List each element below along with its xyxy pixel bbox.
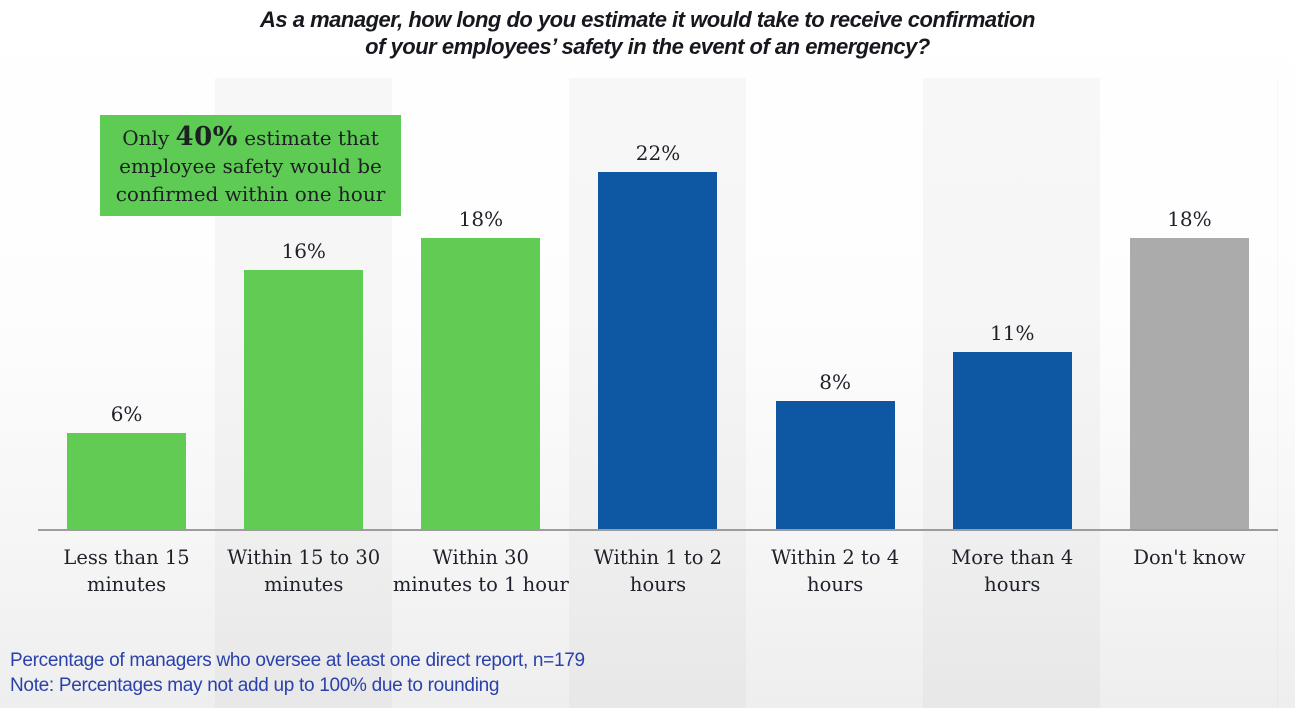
callout-text: Only 40% estimate that employee safety w…	[116, 123, 386, 208]
callout-text-line-2: employee safety would be	[119, 154, 382, 178]
bar-value-label: 8%	[819, 370, 851, 394]
category-label-line: Within 2 to 4	[771, 546, 900, 569]
bar-value-label: 18%	[458, 207, 504, 231]
bar-value-label: 6%	[110, 402, 143, 426]
category-label-line: Don't know	[1133, 546, 1246, 569]
chart-column: 6%	[38, 402, 215, 531]
category-label: More than 4 hours	[924, 544, 1101, 598]
footnote-sample: Percentage of managers who oversee at le…	[10, 650, 585, 671]
category-label: Within 15 to 30 minutes	[215, 544, 392, 598]
category-label: Within 1 to 2 hours	[569, 544, 746, 598]
callout-box: Only 40% estimate that employee safety w…	[100, 115, 401, 216]
plot-area: 6% 16% 18% 22% 8% 11% 18%	[38, 132, 1278, 531]
bar	[67, 433, 187, 531]
callout-text-pre: Only	[122, 126, 176, 150]
category-label-line: minutes	[264, 573, 344, 596]
callout-highlight: 40%	[175, 122, 238, 152]
chart-column: 22%	[569, 141, 746, 531]
bar	[244, 270, 364, 531]
category-label: Within 2 to 4 hours	[747, 544, 924, 598]
category-label-line: Within 30	[432, 546, 529, 569]
footnotes: Percentage of managers who oversee at le…	[10, 648, 585, 698]
chart-column: 16%	[215, 239, 392, 531]
bar-value-label: 16%	[281, 239, 326, 263]
chart-column: 18%	[1101, 207, 1278, 531]
bar	[421, 238, 541, 531]
chart-title-line-1: As a manager, how long do you estimate i…	[260, 7, 1035, 32]
bar-value-label: 18%	[1167, 207, 1212, 231]
category-label-line: Less than 15	[63, 546, 190, 569]
bar-value-label: 22%	[635, 141, 681, 165]
category-label-line: hours	[629, 573, 687, 596]
category-label-line: minutes to 1 hour	[392, 573, 569, 596]
bar	[1129, 238, 1249, 531]
bar	[598, 172, 718, 531]
bar-value-label: 11%	[990, 321, 1035, 345]
chart-title-line-2: of your employees’ safety in the event o…	[365, 34, 930, 59]
chart-column: 8%	[747, 370, 924, 531]
category-label-line: minutes	[86, 573, 167, 596]
category-label: Within 30 minutes to 1 hour	[392, 544, 569, 598]
bar	[775, 401, 895, 531]
chart-column: 18%	[392, 207, 569, 531]
category-label: Less than 15 minutes	[38, 544, 215, 598]
chart-title: As a manager, how long do you estimate i…	[0, 6, 1295, 60]
callout-text-post: estimate that	[237, 126, 379, 150]
category-label-line: More than 4	[951, 546, 1074, 569]
x-axis-line	[38, 529, 1278, 531]
chart-column: 11%	[924, 321, 1101, 531]
category-label: Don't know	[1101, 544, 1278, 598]
footnote-rounding: Note: Percentages may not add up to 100%…	[10, 675, 500, 696]
category-label-line: hours	[984, 573, 1041, 596]
category-label-line: hours	[807, 573, 864, 596]
category-label-line: Within 1 to 2	[593, 546, 723, 569]
callout-text-line-3: confirmed within one hour	[115, 182, 386, 206]
bar	[952, 352, 1072, 531]
category-label-line: Within 15 to 30	[227, 546, 381, 569]
category-axis: Less than 15 minutes Within 15 to 30 minute…	[38, 544, 1278, 598]
